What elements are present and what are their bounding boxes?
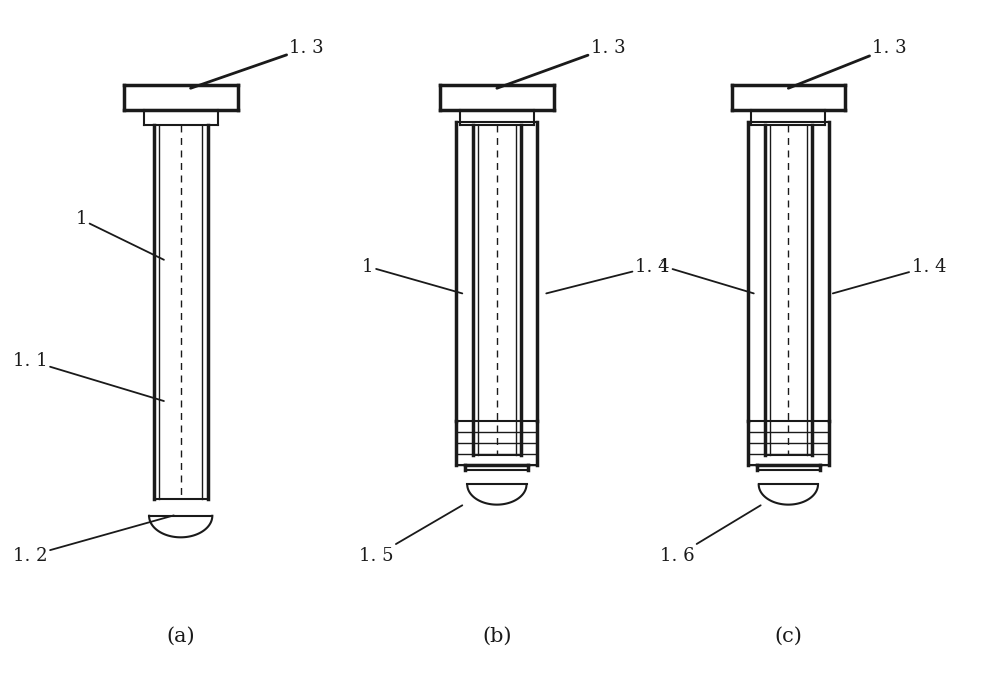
Text: 1. 5: 1. 5 xyxy=(359,505,462,565)
Text: 1. 2: 1. 2 xyxy=(13,516,174,565)
Text: 1. 6: 1. 6 xyxy=(660,505,761,565)
Text: 1: 1 xyxy=(362,257,462,294)
Text: (b): (b) xyxy=(482,627,512,646)
Text: 1. 1: 1. 1 xyxy=(13,351,164,401)
Text: (c): (c) xyxy=(774,627,802,646)
Text: 1. 3: 1. 3 xyxy=(497,39,625,89)
Text: (a): (a) xyxy=(166,627,195,646)
Text: 1. 4: 1. 4 xyxy=(546,257,670,294)
Text: 1: 1 xyxy=(658,257,754,294)
Text: 1. 3: 1. 3 xyxy=(191,39,324,89)
Text: 1. 4: 1. 4 xyxy=(833,257,946,294)
Text: 1: 1 xyxy=(75,210,164,259)
Text: 1. 3: 1. 3 xyxy=(788,39,907,89)
